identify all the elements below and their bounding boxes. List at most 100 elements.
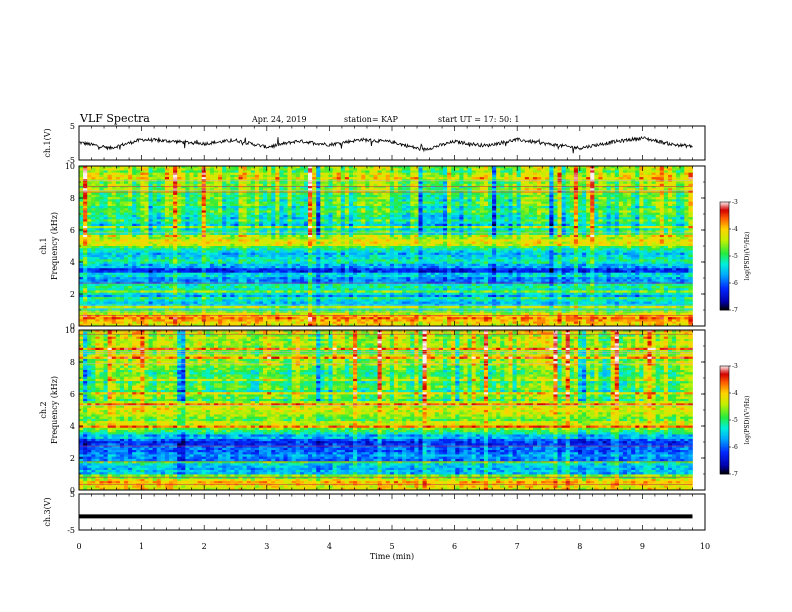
spectrogram-cell: [144, 228, 149, 231]
spectrogram-cell: [487, 237, 493, 240]
spectrogram-cell: [267, 226, 272, 229]
spectrogram-cell: [594, 230, 599, 234]
spectrogram-cell: [659, 177, 665, 180]
spectrogram-cell: [418, 217, 423, 220]
spectrogram-cell: [557, 197, 562, 200]
spectrogram-cell: [471, 170, 477, 174]
spectrogram-cell: [582, 174, 587, 178]
spectrogram-cell: [238, 172, 243, 176]
spectrogram-cell: [344, 194, 350, 198]
spectrogram-cell: [631, 186, 636, 189]
spectrogram-cell: [303, 219, 309, 222]
spectrogram-cell: [451, 192, 456, 196]
spectrogram-cell: [291, 186, 297, 189]
spectrogram-cell: [537, 166, 542, 169]
spectrogram-cell: [83, 230, 88, 234]
spectrogram-cell: [283, 206, 288, 209]
spectrogram-cell: [107, 212, 113, 216]
spectrogram-cell: [226, 208, 231, 211]
spectrogram-cell: [381, 221, 387, 225]
spectrogram-cell: [258, 210, 264, 214]
spectrogram-cell: [263, 197, 268, 200]
spectrogram-cell: [463, 206, 468, 209]
spectrogram-cell: [463, 192, 468, 196]
spectrogram-cell: [475, 188, 481, 191]
spectrogram-cell: [283, 183, 288, 187]
spectrogram-cell: [91, 221, 96, 225]
spectrogram-cell: [254, 201, 260, 205]
spectrogram-cell: [87, 174, 92, 178]
spectrogram-cell: [246, 228, 252, 231]
spectrogram-cell: [631, 190, 636, 194]
spectrogram-cell: [197, 234, 203, 238]
spectrogram-cell: [271, 230, 276, 234]
spectrogram-cell: [332, 230, 338, 234]
spectrogram-cell: [316, 219, 321, 222]
spectrogram-cell: [528, 237, 534, 240]
spectrogram-cell: [467, 181, 472, 185]
spectrogram-cell: [443, 201, 448, 205]
spectrogram-cell: [467, 203, 472, 207]
spectrogram-cell: [242, 172, 248, 176]
spectrogram-cell: [451, 181, 456, 185]
spectrogram-cell: [369, 172, 374, 176]
spectrogram-cell: [684, 174, 689, 178]
spectrogram-cell: [291, 226, 297, 229]
spectrogram-cell: [201, 190, 207, 194]
spectrogram-cell: [410, 181, 415, 185]
spectrogram-cell: [520, 217, 526, 220]
spectrogram-cell: [254, 219, 260, 222]
spectrogram-cell: [614, 221, 620, 225]
spectrogram-cell: [655, 174, 661, 178]
spectrogram-cell: [308, 201, 313, 205]
spectrogram-cell: [271, 234, 276, 238]
spectrogram-cell: [107, 232, 113, 236]
spectrogram-cell: [156, 221, 162, 225]
spectrogram-cell: [336, 172, 342, 176]
spectrogram-cell: [181, 239, 186, 242]
spectrogram-cell: [365, 221, 370, 225]
spectrogram-cell: [103, 219, 108, 222]
spectrogram-cell: [226, 201, 231, 205]
spectrogram-cell: [213, 203, 219, 207]
spectrogram-cell: [173, 170, 178, 174]
spectrogram-cell: [103, 203, 108, 207]
spectrogram-cell: [438, 188, 444, 191]
spectrogram-cell: [258, 174, 264, 178]
spectrogram-cell: [320, 192, 325, 196]
spectrogram-cell: [455, 170, 460, 174]
spectrogram-cell: [639, 194, 644, 198]
spectrogram-cell: [250, 168, 256, 171]
spectrogram-cell: [316, 212, 321, 216]
spectrogram-cell: [185, 186, 190, 189]
spectrogram-cell: [667, 210, 673, 214]
spectrogram-cell: [602, 188, 607, 191]
spectrogram-cell: [140, 181, 145, 185]
spectrogram-cell: [426, 208, 432, 211]
spectrogram-cell: [299, 188, 305, 191]
spectrogram-cell: [577, 174, 583, 178]
spectrogram-cell: [320, 172, 325, 176]
spectrogram-cell: [443, 174, 448, 178]
spectrogram-cell: [291, 212, 297, 216]
spectrogram-cell: [398, 170, 403, 174]
spectrogram-cell: [500, 206, 505, 209]
spectrogram-cell: [132, 226, 137, 229]
spectrogram-cell: [426, 201, 432, 205]
spectrogram-cell: [471, 210, 477, 214]
spectrogram-cell: [393, 201, 399, 205]
spectrogram-cell: [651, 219, 657, 222]
spectrogram-cell: [185, 190, 190, 194]
spectrogram-cell: [128, 239, 133, 242]
spectrogram-cell: [667, 221, 673, 225]
spectrogram-cell: [528, 219, 534, 222]
spectrogram-cell: [688, 234, 693, 238]
spectrogram-cell: [115, 223, 121, 227]
spectrogram-cell: [291, 192, 297, 196]
spectrogram-cell: [594, 174, 599, 178]
spectrogram-cell: [136, 170, 141, 174]
spectrogram-cell: [622, 192, 628, 196]
spectrogram-cell: [185, 166, 190, 169]
spectrogram-cell: [103, 210, 108, 214]
spectrogram-cell: [610, 212, 616, 216]
